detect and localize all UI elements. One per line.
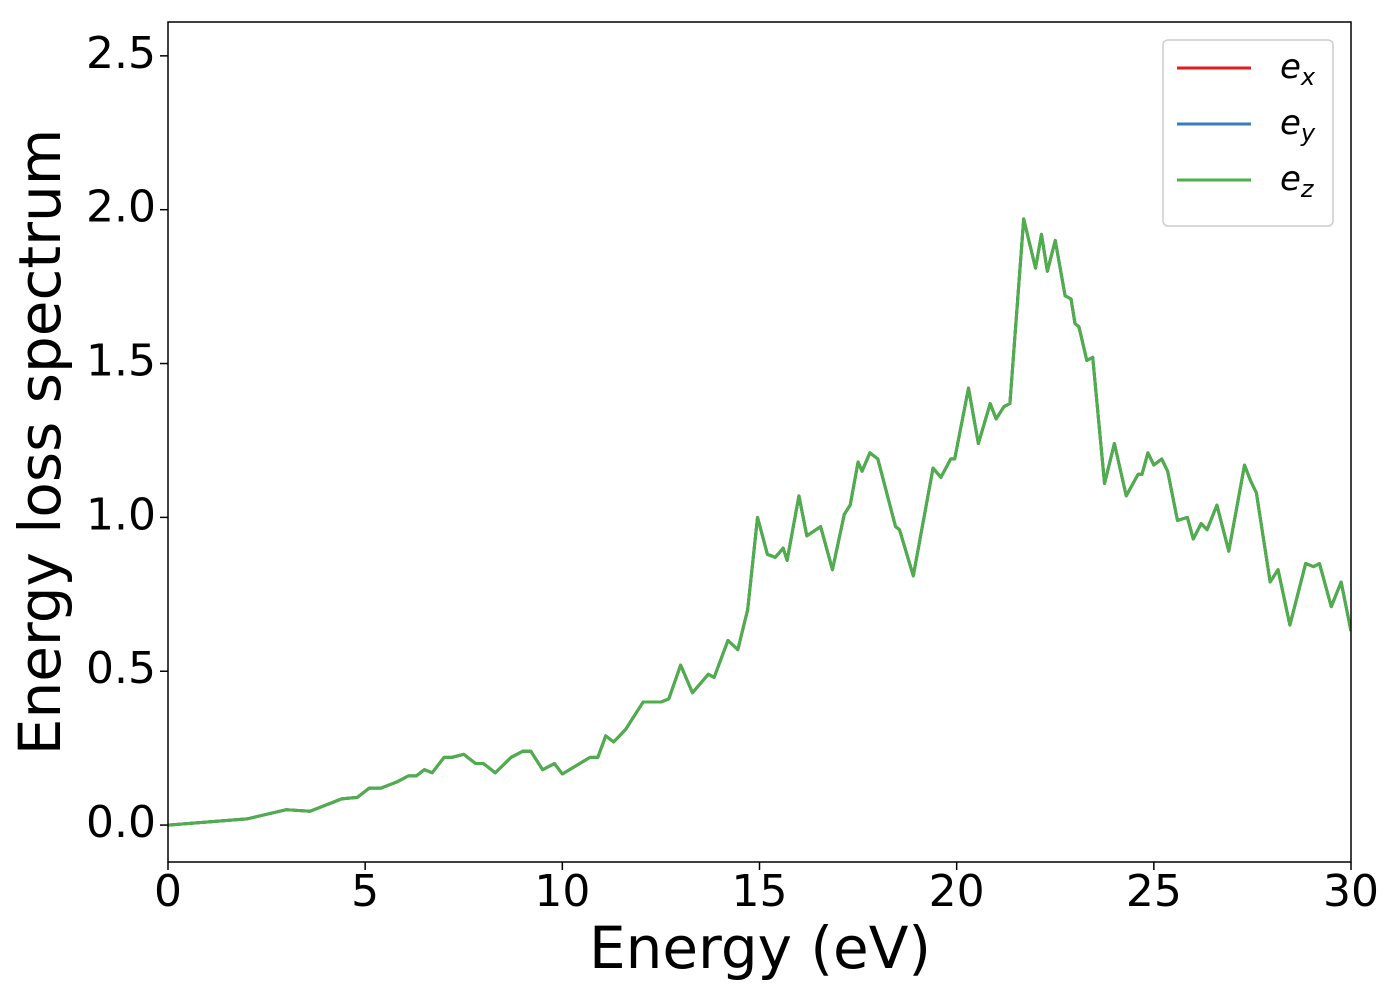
series-line	[168, 217, 1351, 827]
y-axis-label: Energy loss spectrum	[6, 129, 74, 755]
x-axis-label: Energy (eV)	[589, 914, 931, 982]
x-tick-label: 15	[732, 866, 788, 917]
y-tick-label: 2.5	[86, 28, 156, 79]
x-tick-label: 5	[351, 866, 379, 917]
y-tick-label: 2.0	[86, 182, 156, 233]
x-tick-label: 30	[1323, 866, 1379, 917]
plot-area	[168, 217, 1351, 827]
x-tick-label: 20	[929, 866, 985, 917]
legend-label: ez	[1280, 159, 1315, 204]
x-tick-label: 10	[534, 866, 590, 917]
y-tick-label: 1.0	[86, 489, 156, 540]
legend-label: ex	[1280, 47, 1316, 92]
y-tick-label: 0.5	[86, 643, 156, 694]
y-tick-label: 0.0	[86, 797, 156, 848]
y-tick-label: 1.5	[86, 336, 156, 387]
plot-frame	[167, 21, 1352, 863]
x-tick-label: 0	[154, 866, 182, 917]
x-tick-label: 25	[1126, 866, 1182, 917]
legend-label: ey	[1280, 103, 1316, 148]
